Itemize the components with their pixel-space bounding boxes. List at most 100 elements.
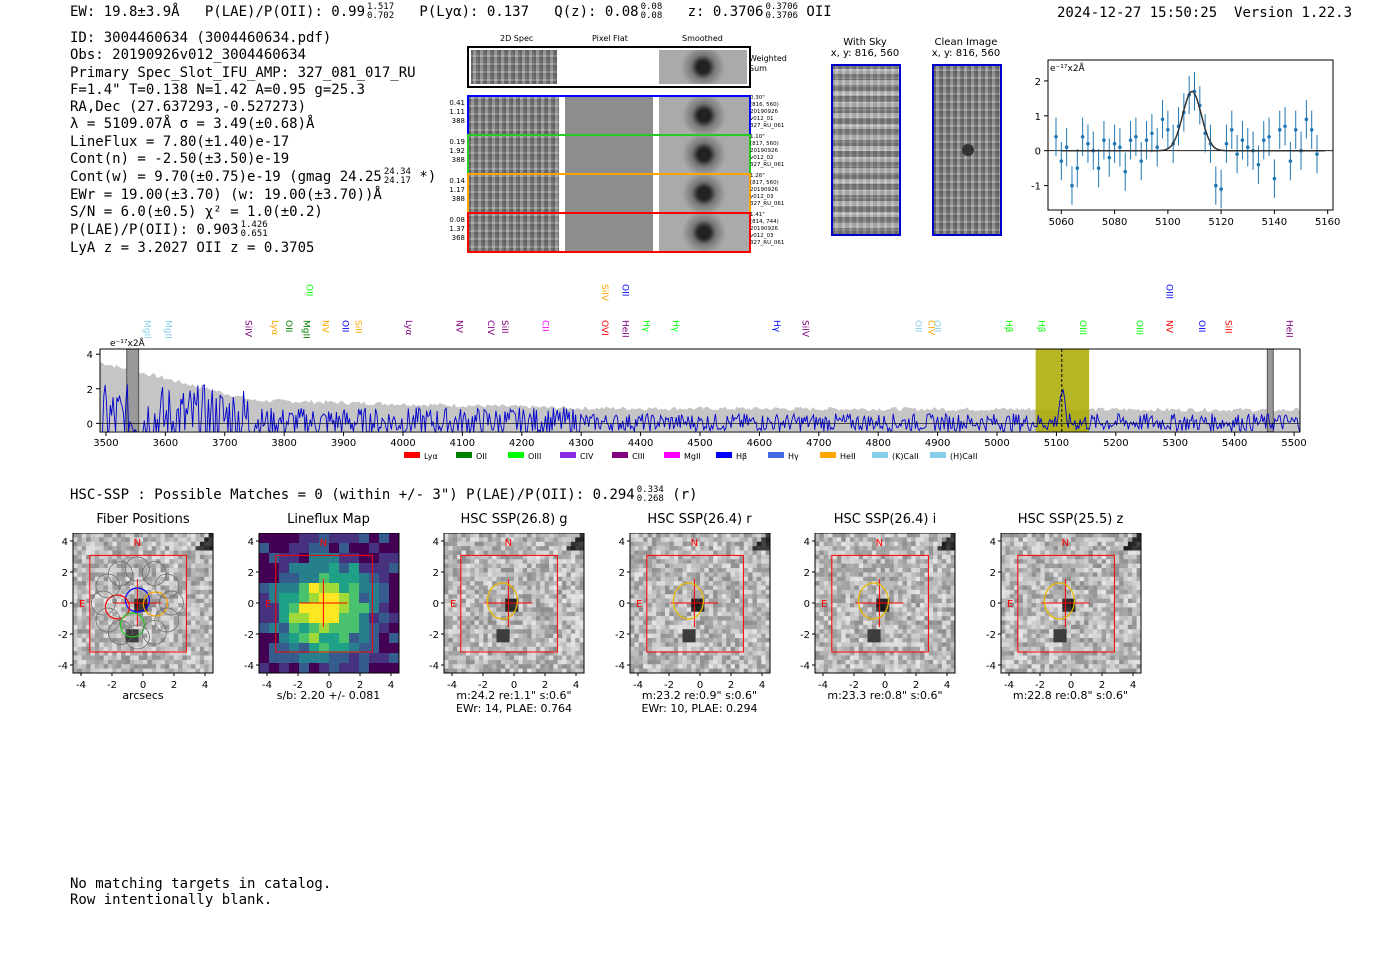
hsc-pixel [90, 611, 96, 617]
hsc-ytick-label: 0 [247, 599, 253, 610]
hsc-pixel [186, 624, 192, 630]
hsc-pixel [647, 642, 652, 648]
hsc-pixel [819, 572, 825, 578]
hsc-pixel [946, 664, 951, 669]
hsc-pixel [579, 659, 585, 665]
hsc-pixel [836, 611, 842, 617]
fit-point [1059, 159, 1064, 163]
hsc-pixel [858, 664, 864, 669]
hsc-pixel [920, 655, 925, 661]
hsc-pixel [765, 607, 770, 613]
hsc-pixel [308, 573, 319, 584]
hsc-pixel [544, 559, 550, 564]
hsc-pixel [933, 664, 938, 669]
hsc-pixel [647, 633, 652, 639]
hsc-pixel [911, 598, 916, 604]
hsc-pixel [902, 603, 908, 608]
hsc-pixel [655, 642, 661, 648]
hsc-pixel [178, 668, 183, 674]
hsc-pixel [725, 629, 731, 634]
hsc-pixel [752, 581, 757, 586]
hsc-pixel [208, 607, 214, 613]
hsc-pixel [760, 581, 766, 586]
hsc-pixel [358, 533, 369, 544]
hsc-pixel [204, 585, 209, 591]
hsc-pixel [514, 664, 519, 669]
hsc-pixel [686, 668, 692, 674]
hsc-pixel [73, 603, 78, 608]
fit-xtick-label: 5140 [1262, 217, 1287, 228]
hsc-pixel [668, 629, 674, 634]
hsc-pixel [479, 646, 484, 652]
hsc-pixel [885, 620, 890, 626]
hsc-pixel [845, 550, 851, 556]
hsc-pixel [655, 533, 661, 538]
spectral-line-label: OII [1196, 320, 1206, 332]
hsc-pixel [885, 651, 890, 656]
hsc-pixel [186, 633, 192, 639]
hsc-pixel [638, 629, 643, 634]
hsc-pixel [522, 572, 528, 578]
legend-label: OIII [528, 452, 541, 461]
hsc-pixel [500, 572, 506, 578]
hsc-pixel [850, 589, 855, 595]
hsc-pixel [708, 541, 713, 547]
hsc-pixel [557, 563, 563, 569]
hsc-pixel [950, 568, 956, 573]
hsc-pixel [500, 533, 506, 538]
hsc-pixel [690, 642, 696, 648]
hsc-pixel [549, 642, 554, 648]
hsc-pixel [169, 629, 174, 634]
hsc-pixel [474, 550, 480, 556]
hsc-pixel [99, 581, 104, 586]
hsc-pixel [836, 546, 842, 551]
hsc-pixel [629, 638, 635, 643]
spectral-line-label: Lyα [269, 320, 279, 336]
spec-row-stat: 1.92 [449, 147, 465, 155]
hsc-pixel [933, 559, 938, 564]
hsc-pixel [725, 559, 731, 564]
hsc-pixel [893, 620, 899, 626]
hsc-pixel [845, 576, 851, 582]
hsc-pixel [570, 633, 576, 639]
hsc-pixel [647, 594, 652, 599]
spectral-line-label: SiIV [599, 284, 609, 302]
fit-point [1107, 155, 1112, 160]
hsc-pixel [156, 554, 161, 560]
hsc-pixel [535, 585, 541, 591]
hsc-pixel [893, 629, 899, 634]
hsc-pixel [483, 659, 489, 665]
hsc-pixel [116, 620, 122, 626]
hsc-pixel [483, 554, 489, 560]
hsc-pixel [858, 603, 864, 608]
hsc-pixel [258, 653, 269, 664]
hsc-pixel [673, 598, 678, 604]
hsc-pixel [514, 559, 519, 564]
hsc-pixel [470, 533, 475, 538]
hsc-pixel [164, 642, 170, 648]
hsc-pixel [1013, 550, 1019, 556]
hsc-pixel [134, 559, 139, 564]
hsc-pixel [77, 589, 83, 595]
hsc-pixel [850, 616, 855, 621]
hsc-pixel [734, 585, 740, 591]
hsc-pixel [195, 563, 201, 569]
hsc-pixel [889, 568, 895, 573]
hsc-pixel [734, 624, 740, 630]
hsc-pixel [871, 533, 877, 538]
hsc-pixel [509, 603, 515, 608]
hsc-pixel [690, 594, 696, 599]
hsc-pixel [660, 611, 665, 617]
hsc-pixel [182, 537, 188, 543]
hsc-pixel [730, 598, 735, 604]
hsc-pixel [699, 629, 705, 634]
hsc-pixel [487, 546, 493, 551]
hsc-pixel [867, 568, 873, 573]
hsc-pixel [553, 594, 559, 599]
hsc-pixel [278, 573, 289, 584]
hsc-pixel [169, 642, 174, 648]
hsc-pixel [186, 616, 192, 621]
hsc-pixel [682, 607, 687, 613]
hsc-pixel [112, 620, 118, 626]
hsc-pixel [858, 572, 864, 578]
